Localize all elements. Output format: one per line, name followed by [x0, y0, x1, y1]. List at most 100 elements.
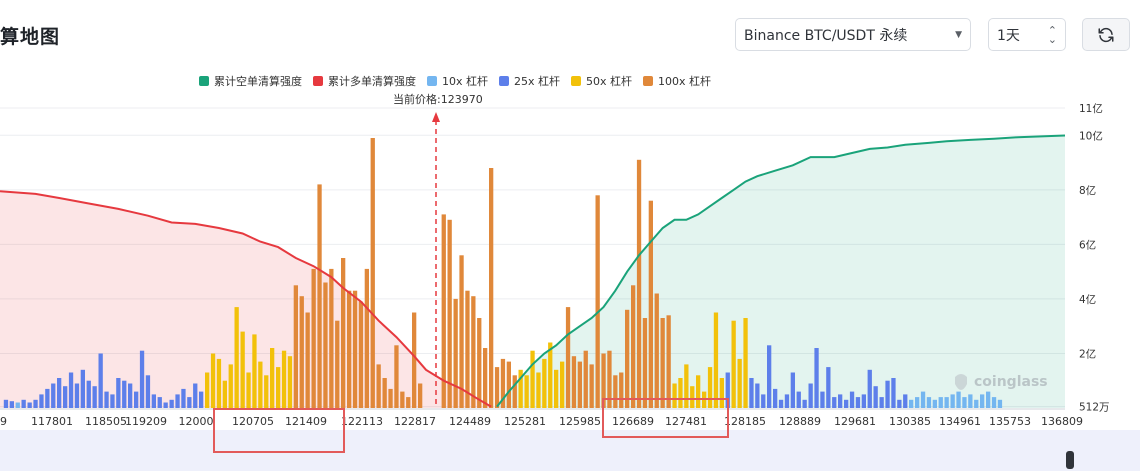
bar-25x: [86, 380, 91, 408]
highlight-box-left: [213, 408, 345, 453]
bar-25x: [867, 369, 872, 408]
bar-25x: [57, 378, 62, 408]
bar-50x: [246, 372, 251, 408]
pair-select[interactable]: Binance BTC/USDT 永续 ▼: [735, 18, 971, 51]
bar-100x: [489, 168, 494, 408]
bar-25x: [885, 380, 890, 408]
bar-10x: [915, 397, 920, 408]
highlight-box-right: [602, 398, 729, 438]
current-price-marker: [432, 112, 440, 408]
bar-50x: [743, 318, 748, 408]
bar-50x: [678, 378, 683, 408]
short-cumulative-area: [497, 135, 1065, 408]
legend-item-short-cumulative[interactable]: 累计空单清算强度: [199, 73, 302, 89]
bar-50x: [205, 372, 210, 408]
legend-label: 25x 杠杆: [514, 75, 561, 88]
bar-50x: [518, 369, 523, 408]
x-tick-label: 117801: [31, 415, 73, 428]
legend-swatch: [499, 76, 510, 86]
x-tick-label: 128185: [724, 415, 766, 428]
leverage-bars: [3, 138, 1003, 408]
bar-10x: [938, 397, 943, 408]
bar-100x: [453, 298, 458, 408]
bar-100x: [613, 375, 618, 408]
bar-25x: [145, 375, 151, 408]
bar-25x: [45, 388, 50, 408]
legend-swatch: [313, 76, 323, 86]
y-tick-label: 11亿: [1079, 102, 1103, 115]
legend-item-10x[interactable]: 10x 杠杆: [427, 73, 488, 89]
bar-100x: [341, 258, 346, 408]
bar-100x: [364, 268, 369, 408]
bar-10x: [909, 399, 914, 408]
bar-50x: [560, 361, 565, 408]
bar-25x: [767, 345, 772, 408]
bar-100x: [577, 361, 582, 408]
long-cumulative-area: [0, 191, 492, 408]
bar-25x: [27, 402, 32, 408]
bar-25x: [891, 378, 896, 408]
legend-item-25x[interactable]: 25x 杠杆: [499, 73, 560, 89]
chart-legend: 累计空单清算强度 累计多单清算强度 10x 杠杆 25x 杠杆 50x 杠杆 1…: [199, 73, 711, 89]
bar-25x: [68, 372, 74, 408]
x-tick-label: 127481: [665, 415, 707, 428]
bar-10x: [980, 394, 985, 408]
bar-25x: [903, 394, 908, 408]
bar-25x: [855, 397, 861, 408]
legend-item-long-cumulative[interactable]: 累计多单清算强度: [313, 73, 416, 89]
bar-25x: [163, 402, 168, 408]
x-tick-label: 119209: [125, 415, 167, 428]
bar-25x: [98, 353, 103, 408]
legend-label: 累计多单清算强度: [328, 75, 416, 88]
bar-50x: [672, 383, 677, 408]
refresh-button[interactable]: [1082, 18, 1130, 51]
legend-swatch: [199, 76, 209, 86]
scroll-handle[interactable]: [1066, 451, 1074, 469]
bar-25x: [820, 391, 825, 408]
bar-100x: [293, 285, 298, 408]
bar-25x: [725, 372, 730, 408]
bar-100x: [607, 350, 612, 408]
legend-item-100x[interactable]: 100x 杠杆: [643, 73, 711, 89]
up-down-chevron-icon: ⌃ ⌄: [1047, 23, 1057, 46]
bar-25x: [844, 399, 849, 408]
x-tick-label: 118505: [85, 415, 127, 428]
bar-25x: [790, 372, 795, 408]
bar-100x: [619, 372, 624, 408]
bar-100x: [447, 219, 452, 408]
legend-item-50x[interactable]: 50x 杠杆: [571, 73, 632, 89]
bar-25x: [39, 394, 44, 408]
bar-100x: [370, 138, 375, 408]
x-tick-label: 135753: [989, 415, 1031, 428]
bar-50x: [264, 375, 269, 408]
bar-50x: [542, 358, 547, 408]
bar-50x: [707, 367, 713, 408]
bar-100x: [660, 318, 665, 408]
bar-10x: [997, 399, 1003, 408]
bar-25x: [134, 391, 139, 408]
bar-100x: [382, 378, 387, 408]
y-tick-label: 10亿: [1079, 129, 1103, 142]
bar-25x: [116, 378, 121, 408]
bar-25x: [814, 348, 819, 408]
bar-10x: [920, 391, 926, 408]
x-tick-label: 9: [0, 415, 7, 428]
bar-100x: [666, 315, 671, 408]
legend-label: 10x 杠杆: [442, 75, 489, 88]
bar-10x: [991, 397, 997, 408]
x-tick-label: 121409: [285, 415, 327, 428]
bar-100x: [500, 358, 506, 408]
bar-100x: [642, 318, 648, 408]
bar-10x: [962, 397, 967, 408]
legend-label: 50x 杠杆: [586, 75, 633, 88]
bar-50x: [696, 375, 701, 408]
range-select[interactable]: 1天 ⌃ ⌄: [988, 18, 1066, 51]
chart-scroll-area[interactable]: [0, 430, 1140, 471]
bar-50x: [234, 307, 239, 408]
bar-100x: [483, 348, 488, 408]
bar-50x: [276, 367, 281, 408]
bar-25x: [897, 399, 902, 408]
bar-100x: [601, 353, 606, 408]
x-tick-label: 134961: [939, 415, 981, 428]
bar-100x: [441, 214, 446, 408]
